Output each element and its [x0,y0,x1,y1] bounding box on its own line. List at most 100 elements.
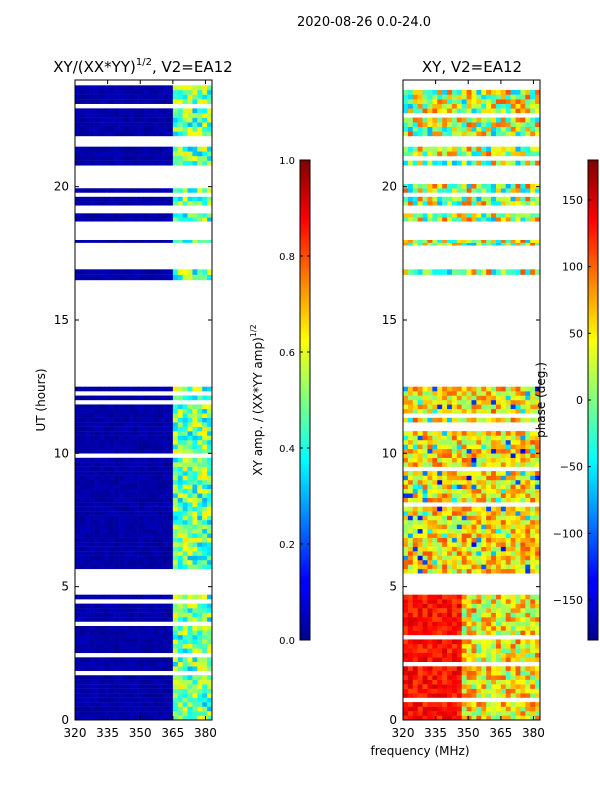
heatmap-cell [153,457,159,463]
heatmap-cell [167,131,174,137]
heatmap-cell [138,564,144,570]
heatmap-cell [422,408,428,414]
heatmap-cell [114,274,120,281]
heatmap-cell [119,506,125,512]
heatmap-cell [451,630,458,636]
heatmap-cell [500,670,507,676]
heatmap-cell [114,697,120,703]
heatmap-cell [530,404,536,410]
heatmap-cell [163,661,169,667]
heatmap-cell [158,117,164,123]
heatmap-cell [177,131,183,137]
heatmap-cell [437,679,443,685]
heatmap-cell [128,497,135,503]
heatmap-cell [486,497,492,503]
heatmap-cell [163,146,169,152]
heatmap-cell [187,475,193,481]
heatmap-cell [451,131,458,137]
heatmap-cell [197,426,203,432]
heatmap-cell [500,462,507,467]
heatmap-cell [491,386,497,392]
heatmap-cell [177,560,183,565]
heatmap-cell [202,612,208,618]
heatmap-cell [182,684,188,689]
heatmap-cell [104,196,110,202]
heatmap-cell [158,711,164,716]
heatmap-cell [187,188,193,193]
heatmap-cell [520,608,526,613]
heatmap-cell [143,639,149,645]
heatmap-cell [403,675,409,680]
heatmap-cell [89,657,95,663]
heatmap-cell [486,520,492,525]
heatmap-cell [442,404,448,410]
heatmap-cell [187,417,193,423]
heatmap-cell [119,188,125,193]
heatmap-cell [486,643,492,649]
heatmap-cell [476,453,482,458]
heatmap-cell [119,94,125,100]
heatmap-cell [471,684,477,689]
heatmap-cell [515,555,521,561]
heatmap-cell [403,551,409,556]
heatmap-cell [456,462,463,467]
heatmap-cell [495,688,502,694]
heatmap-cell [187,639,193,645]
heatmap-cell [79,612,86,618]
heatmap-cell [495,652,502,658]
heatmap-cell [119,666,125,671]
heatmap-cell [495,648,502,654]
heatmap-cell [505,626,511,631]
heatmap-cell [525,648,531,654]
heatmap-cell [153,386,159,392]
heatmap-cell [471,546,477,552]
heatmap-cell [486,201,492,206]
heatmap-cell [447,440,453,445]
heatmap-cell [432,515,438,521]
heatmap-cell [535,117,541,123]
heatmap-cell [167,537,174,543]
heatmap-cell [123,684,130,689]
heatmap-cell [403,475,409,481]
heatmap-cell [94,274,100,281]
heatmap-cell [114,85,120,91]
heatmap-cell [197,537,203,543]
heatmap-cell [128,608,135,613]
heatmap-cell [89,551,95,556]
heatmap-cell [520,612,526,618]
heatmap-cell [99,488,105,494]
heatmap-block [75,188,213,206]
heatmap-cell [535,711,541,716]
heatmap-cell [197,240,203,243]
heatmap-cell [128,435,135,441]
heatmap-cell [119,151,125,157]
heatmap-cell [530,448,536,454]
colorbar-tick-label: 50 [569,327,583,340]
heatmap-cell [481,99,487,104]
heatmap-block [75,240,213,243]
heatmap-cell [505,391,511,396]
heatmap-cell [123,648,130,654]
heatmap-cell [515,643,521,649]
heatmap-cell [515,626,521,631]
heatmap-cell [510,630,516,636]
heatmap-cell [114,151,120,157]
heatmap-cell [187,511,193,516]
heatmap-cell [520,711,526,716]
heatmap-cell [75,551,81,556]
heatmap-cell [172,630,179,636]
heatmap-cell [133,156,139,161]
heatmap-cell [510,560,516,565]
heatmap-cell [510,242,516,246]
heatmap-cell [505,400,511,405]
heatmap-cell [432,551,438,556]
heatmap-cell [417,201,423,206]
heatmap-cell [510,188,516,193]
heatmap-cell [442,657,448,663]
heatmap-cell [133,520,139,525]
heatmap-cell [486,184,492,189]
heatmap-cell [491,621,497,627]
heatmap-cell [75,99,81,104]
heatmap-cell [515,217,521,222]
heatmap-cell [407,146,414,152]
